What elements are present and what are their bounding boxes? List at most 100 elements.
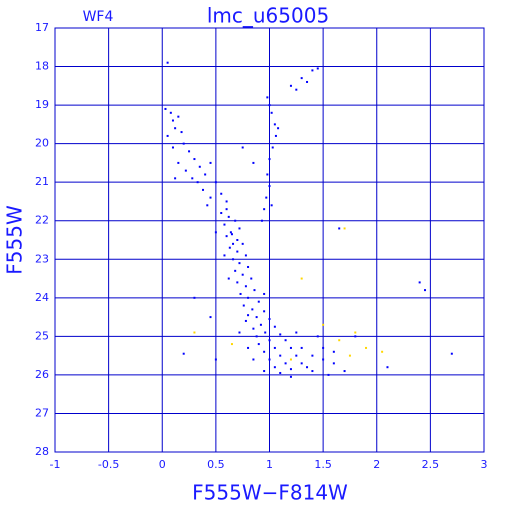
point <box>252 327 255 330</box>
point <box>279 371 282 374</box>
x-tick-label: 2 <box>373 458 380 471</box>
point <box>214 231 217 234</box>
point <box>227 215 230 218</box>
point <box>250 277 253 280</box>
point <box>268 339 271 342</box>
point <box>263 208 266 211</box>
point <box>266 173 269 176</box>
point <box>214 181 217 184</box>
point <box>338 227 341 230</box>
point <box>241 273 244 276</box>
x-tick-label: 3 <box>481 458 488 471</box>
point <box>234 269 237 272</box>
point <box>204 173 207 176</box>
point <box>238 227 241 230</box>
point <box>295 331 298 334</box>
point <box>270 111 273 114</box>
point <box>171 119 174 122</box>
point <box>241 146 244 149</box>
point <box>206 204 209 207</box>
point <box>332 362 335 365</box>
point <box>343 227 346 230</box>
point <box>196 181 199 184</box>
point <box>225 200 228 203</box>
point <box>193 296 196 299</box>
point <box>300 277 303 280</box>
point <box>306 366 309 369</box>
point <box>230 233 233 236</box>
point <box>316 67 319 70</box>
y-tick-label: 25 <box>35 329 49 342</box>
x-tick-label: 1.5 <box>314 458 332 471</box>
point <box>193 158 196 161</box>
point <box>311 370 314 373</box>
point <box>169 111 172 114</box>
point <box>188 150 191 153</box>
chart-title: lmc_u65005 <box>207 4 329 28</box>
y-tick-label: 28 <box>35 445 49 458</box>
point <box>238 262 241 265</box>
point <box>191 177 194 180</box>
point <box>177 161 180 164</box>
point <box>316 335 319 338</box>
point <box>289 368 292 371</box>
point <box>252 161 255 164</box>
point <box>166 61 169 64</box>
point <box>236 281 239 284</box>
point <box>264 331 267 334</box>
point <box>322 346 325 349</box>
y-tick-label: 27 <box>35 406 49 419</box>
point <box>198 165 201 168</box>
point <box>174 177 177 180</box>
point <box>311 69 314 72</box>
point <box>238 331 241 334</box>
point <box>225 235 228 238</box>
point <box>289 346 292 349</box>
point <box>295 354 298 357</box>
point <box>242 304 245 307</box>
x-tick-label: 0 <box>159 458 166 471</box>
point <box>263 350 266 353</box>
point <box>300 362 303 365</box>
point <box>177 115 180 118</box>
point <box>182 352 185 355</box>
point <box>284 339 287 342</box>
point <box>300 346 303 349</box>
point <box>263 370 266 373</box>
point <box>236 250 239 253</box>
x-axis-label: F555W−F814W <box>192 481 348 505</box>
point <box>268 158 271 161</box>
point <box>300 77 303 80</box>
point <box>450 352 453 355</box>
point <box>418 281 421 284</box>
point <box>247 296 250 299</box>
y-tick-label: 19 <box>35 98 49 111</box>
point <box>273 346 276 349</box>
point <box>184 169 187 172</box>
point <box>289 375 292 378</box>
point <box>386 366 389 369</box>
point <box>244 254 247 257</box>
point <box>354 335 357 338</box>
y-tick-label: 21 <box>35 175 49 188</box>
point <box>289 358 292 361</box>
point <box>193 331 196 334</box>
point <box>247 314 250 317</box>
y-tick-label: 20 <box>35 137 49 150</box>
point <box>273 366 276 369</box>
y-tick-label: 23 <box>35 252 49 265</box>
point <box>253 289 256 292</box>
point <box>232 242 235 245</box>
y-axis-label: F555W <box>3 205 27 275</box>
point <box>214 358 217 361</box>
point <box>166 134 169 137</box>
point <box>164 107 167 110</box>
point <box>424 289 427 292</box>
point <box>332 350 335 353</box>
point <box>227 277 230 280</box>
point <box>263 310 266 313</box>
point <box>327 373 330 376</box>
point <box>270 204 273 207</box>
point <box>225 208 228 211</box>
